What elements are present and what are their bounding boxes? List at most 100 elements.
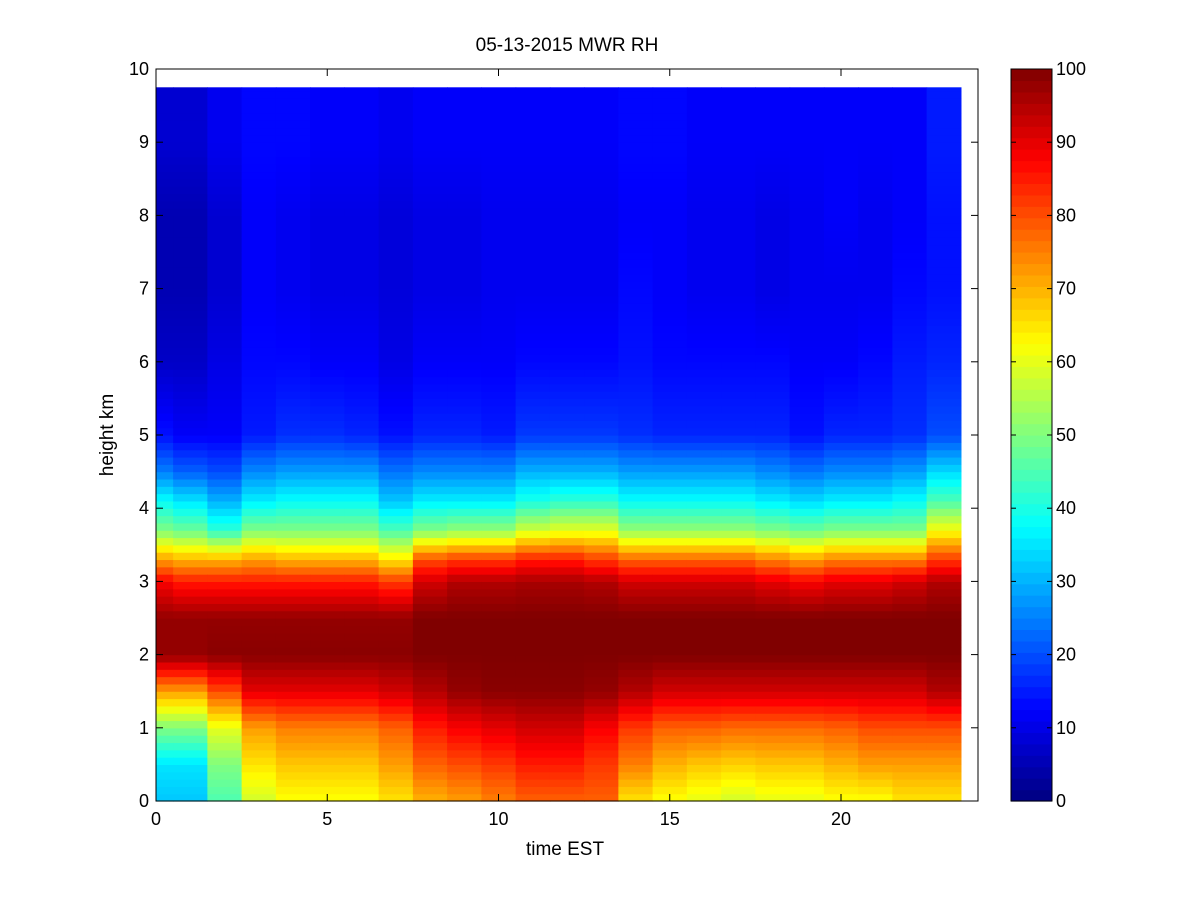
heatmap-cell	[892, 361, 928, 370]
heatmap-cell	[926, 325, 962, 334]
heatmap-cell	[618, 317, 654, 326]
heatmap-cell	[447, 610, 482, 619]
heatmap-cell	[789, 559, 825, 568]
heatmap-cell	[207, 757, 243, 765]
heatmap-cell	[378, 559, 414, 568]
heatmap-cell	[686, 354, 722, 363]
heatmap-cell	[858, 618, 893, 626]
heatmap-cell	[618, 354, 654, 363]
heatmap-cell	[344, 603, 380, 612]
heatmap-cell	[344, 771, 380, 780]
heatmap-cell	[926, 164, 962, 173]
heatmap-cell	[584, 566, 619, 575]
heatmap-cell	[156, 720, 174, 729]
heatmap-cell	[755, 749, 791, 758]
heatmap-cell	[447, 200, 482, 209]
heatmap-cell	[789, 793, 825, 802]
heatmap-cell	[481, 435, 517, 443]
heatmap-cell	[515, 456, 551, 465]
heatmap-cell	[310, 698, 345, 707]
heatmap-cell	[378, 771, 414, 780]
heatmap-cell	[584, 500, 619, 509]
heatmap-cell	[652, 127, 688, 136]
heatmap-cell	[584, 178, 619, 187]
heatmap-cell	[926, 339, 962, 348]
heatmap-cell	[481, 193, 517, 202]
heatmap-cell	[344, 478, 380, 487]
heatmap-cell	[926, 691, 962, 700]
heatmap-cell	[926, 786, 962, 795]
heatmap-cell	[412, 676, 448, 685]
heatmap-cell	[378, 369, 414, 378]
heatmap-cell	[275, 398, 311, 407]
heatmap-cell	[515, 442, 551, 451]
heatmap-cell	[721, 427, 756, 436]
heatmap-cell	[310, 208, 345, 216]
heatmap-cell	[721, 515, 756, 524]
colorbar-strip	[1011, 515, 1052, 528]
heatmap-cell	[686, 676, 722, 685]
heatmap-cell	[207, 683, 243, 692]
colorbar-strip	[1011, 91, 1052, 104]
heatmap-cell	[858, 742, 893, 751]
heatmap-cell	[378, 435, 414, 443]
heatmap-cell	[344, 735, 380, 744]
heatmap-cell	[584, 295, 619, 304]
heatmap-cell	[584, 266, 619, 275]
heatmap-cell	[584, 376, 619, 385]
heatmap-cell	[926, 281, 962, 290]
heatmap-cell	[721, 508, 756, 517]
heatmap-cell	[447, 771, 482, 780]
heatmap-cell	[275, 456, 311, 465]
heatmap-cell	[926, 193, 962, 202]
heatmap-cell	[823, 544, 859, 553]
heatmap-cell	[823, 354, 859, 363]
heatmap-cell	[515, 259, 551, 268]
heatmap-cell	[447, 208, 482, 216]
heatmap-cell	[926, 361, 962, 370]
heatmap-cell	[721, 237, 756, 246]
heatmap-cell	[275, 771, 311, 780]
heatmap-cell	[721, 735, 756, 744]
heatmap-cell	[823, 742, 859, 751]
heatmap-cell	[721, 288, 756, 297]
heatmap-cell	[549, 134, 585, 143]
heatmap-cell	[652, 186, 688, 195]
heatmap-cell	[686, 171, 722, 180]
heatmap-cell	[378, 120, 414, 129]
heatmap-cell	[858, 749, 893, 758]
heatmap-cell	[755, 87, 791, 92]
heatmap-cell	[584, 193, 619, 202]
heatmap-cell	[378, 742, 414, 751]
heatmap-cell	[892, 237, 928, 246]
heatmap-cell	[344, 252, 380, 260]
heatmap-cell	[721, 317, 756, 326]
heatmap-cell	[892, 742, 928, 751]
colorbar-strip	[1011, 618, 1052, 631]
heatmap-cell	[481, 508, 517, 517]
heatmap-cell	[241, 742, 277, 751]
heatmap-cell	[549, 720, 585, 729]
heatmap-cell	[686, 259, 722, 268]
heatmap-cell	[156, 325, 174, 334]
heatmap-cell	[926, 764, 962, 773]
heatmap-cell	[156, 383, 174, 392]
heatmap-cell	[721, 310, 756, 319]
heatmap-cell	[173, 413, 208, 421]
heatmap-cell	[652, 698, 688, 707]
heatmap-cell	[926, 669, 962, 678]
heatmap-cell	[481, 127, 517, 136]
heatmap-cell	[892, 200, 928, 209]
heatmap-cell	[652, 435, 688, 443]
heatmap-cell	[652, 522, 688, 531]
heatmap-cell	[823, 90, 859, 99]
heatmap-cell	[481, 552, 517, 561]
heatmap-cell	[156, 142, 174, 151]
heatmap-cell	[823, 749, 859, 758]
heatmap-cell	[789, 435, 825, 443]
heatmap-cell	[378, 383, 414, 392]
heatmap-cell	[344, 749, 380, 758]
heatmap-cell	[652, 691, 688, 700]
heatmap-cell	[378, 735, 414, 744]
heatmap-cell	[858, 698, 893, 707]
